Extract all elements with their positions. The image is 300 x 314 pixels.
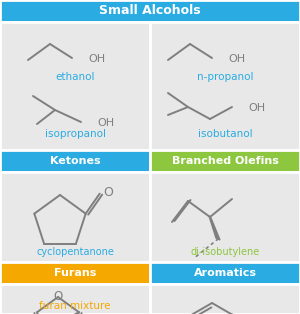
Text: n-propanol: n-propanol bbox=[197, 72, 253, 82]
Text: OH: OH bbox=[248, 103, 265, 113]
Text: Ketones: Ketones bbox=[50, 156, 100, 166]
Text: Furans: Furans bbox=[54, 268, 96, 278]
Bar bbox=[150, 262, 300, 284]
Text: O: O bbox=[53, 290, 63, 302]
Bar bbox=[0, 284, 150, 314]
Bar bbox=[150, 22, 300, 150]
Text: isobutanol: isobutanol bbox=[198, 129, 252, 139]
Text: O: O bbox=[104, 186, 114, 199]
Text: di-isobutylene: di-isobutylene bbox=[190, 247, 260, 257]
Text: Branched Olefins: Branched Olefins bbox=[172, 156, 278, 166]
Bar bbox=[150, 284, 300, 314]
Text: cyclopentanone: cyclopentanone bbox=[36, 247, 114, 257]
Text: isopropanol: isopropanol bbox=[44, 129, 106, 139]
Text: OH: OH bbox=[88, 54, 105, 64]
Bar bbox=[0, 172, 150, 262]
Bar bbox=[0, 262, 150, 284]
Polygon shape bbox=[209, 216, 220, 240]
Text: R: R bbox=[258, 313, 266, 314]
Text: OH: OH bbox=[228, 54, 245, 64]
Text: Small Alcohols: Small Alcohols bbox=[99, 4, 201, 18]
Bar bbox=[150, 172, 300, 262]
Bar bbox=[0, 150, 150, 172]
Bar bbox=[0, 22, 150, 150]
Text: OH: OH bbox=[97, 118, 114, 128]
Text: Aromatics: Aromatics bbox=[194, 268, 256, 278]
Text: furan mixture: furan mixture bbox=[39, 301, 111, 311]
Text: ethanol: ethanol bbox=[55, 72, 95, 82]
Bar bbox=[150, 150, 300, 172]
Bar bbox=[0, 0, 300, 22]
